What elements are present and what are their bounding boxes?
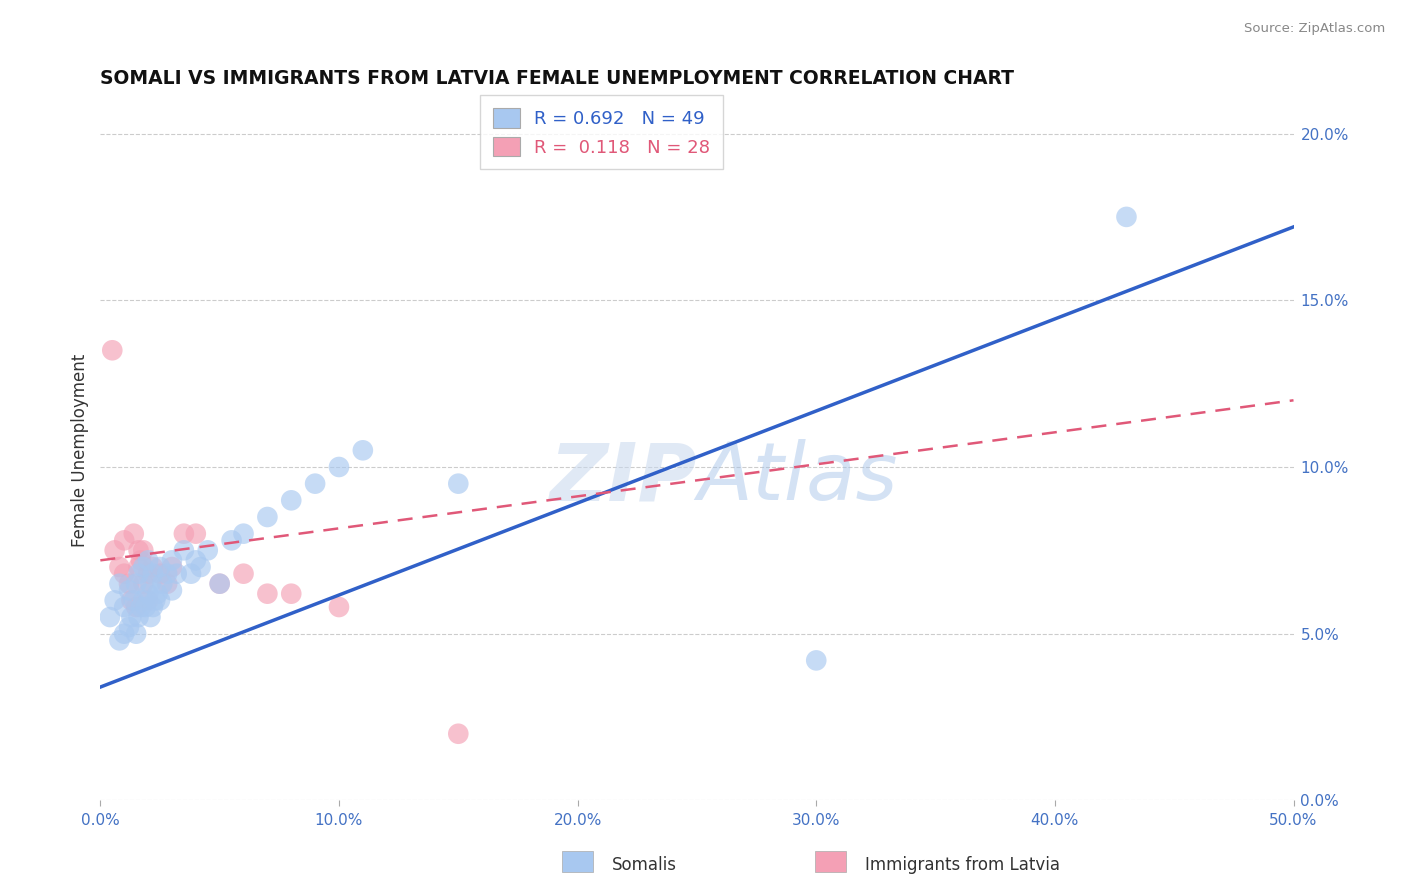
Point [184,526,207,541]
Point [125,576,148,591]
Text: Atlas: Atlas [697,440,897,517]
Y-axis label: Female Unemployment: Female Unemployment [72,354,89,547]
Point [98,610,121,624]
Point [328,460,350,475]
Point [256,587,278,601]
Point [160,583,183,598]
Point [156,576,179,591]
Point [232,566,254,581]
Point [132,560,155,574]
Point [128,610,150,624]
Point [136,553,159,567]
Point [280,587,302,601]
Point [128,543,150,558]
Point [152,576,174,591]
Point [166,566,188,581]
Point [221,533,243,548]
Point [125,600,148,615]
Point [118,583,141,598]
Point [136,566,159,581]
Point [132,576,155,591]
Point [120,593,142,607]
Point [112,600,135,615]
Point [136,587,159,601]
Point [256,510,278,524]
Point [180,566,202,581]
Point [280,493,302,508]
Point [352,443,374,458]
Point [208,576,231,591]
Point [125,626,148,640]
Point [108,633,131,648]
Point [135,600,157,615]
Text: ZIP: ZIP [550,440,697,517]
Point [304,476,326,491]
Text: SOMALI VS IMMIGRANTS FROM LATVIA FEMALE UNEMPLOYMENT CORRELATION CHART: SOMALI VS IMMIGRANTS FROM LATVIA FEMALE … [100,69,1014,87]
Point [101,343,124,358]
Point [112,566,135,581]
Point [160,560,183,574]
Point [447,476,470,491]
Point [173,526,195,541]
Point [190,560,212,574]
Point [146,587,169,601]
Point [232,526,254,541]
Point [1115,210,1137,224]
Point [108,560,131,574]
Point [128,566,150,581]
Point [143,593,166,607]
Point [120,610,142,624]
Point [112,626,135,640]
Point [142,566,165,581]
Point [128,560,150,574]
Point [139,576,162,591]
Point [197,543,219,558]
Point [122,593,145,607]
Text: Source: ZipAtlas.com: Source: ZipAtlas.com [1244,22,1385,36]
Point [184,553,207,567]
Point [149,560,172,574]
Point [447,727,470,741]
Point [173,543,195,558]
Point [129,553,152,567]
Point [142,560,165,574]
Point [136,593,159,607]
Point [328,600,350,615]
Point [156,566,179,581]
Point [122,526,145,541]
Text: Somalis: Somalis [612,856,676,874]
Point [208,576,231,591]
Point [118,620,141,634]
Legend: R = 0.692   N = 49, R =  0.118   N = 28: R = 0.692 N = 49, R = 0.118 N = 28 [479,95,723,169]
Point [132,593,155,607]
Point [118,576,141,591]
Text: Immigrants from Latvia: Immigrants from Latvia [865,856,1060,874]
Point [108,576,131,591]
Point [104,543,127,558]
Point [112,533,135,548]
Point [160,553,183,567]
Point [104,593,127,607]
Point [132,543,155,558]
Point [806,653,828,667]
Point [129,600,152,615]
Point [139,610,162,624]
Point [149,593,172,607]
Point [149,566,172,581]
Point [142,600,165,615]
